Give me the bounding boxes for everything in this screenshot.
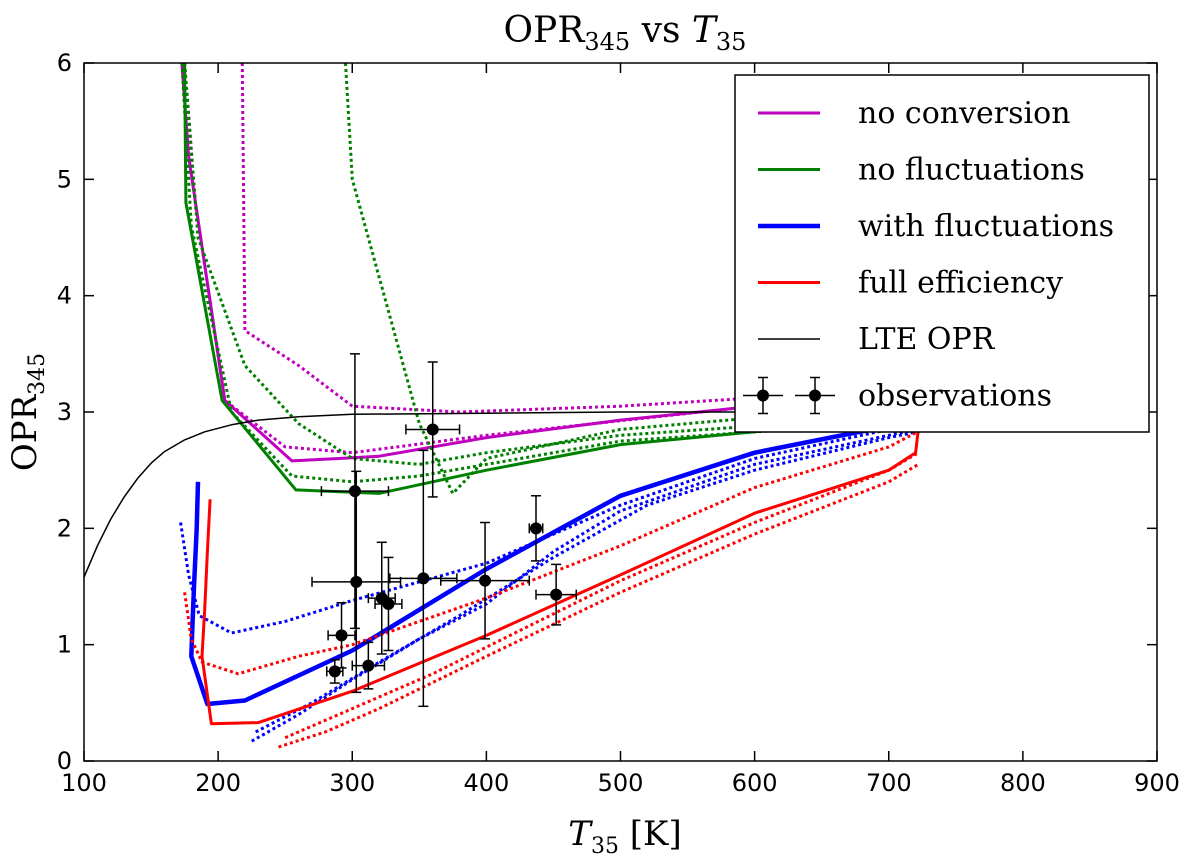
x-tick-label: 900 (1134, 769, 1180, 797)
series-line-6 (180, 63, 876, 484)
y-tick-label: 6 (57, 49, 72, 77)
y-tick-label: 3 (57, 398, 72, 426)
x-tick-label: 300 (329, 769, 375, 797)
y-tick-label: 2 (57, 514, 72, 542)
series-line-15 (84, 411, 809, 578)
y-tick-label: 4 (57, 282, 72, 310)
x-tick-label: 100 (61, 769, 107, 797)
x-tick-label: 700 (866, 769, 912, 797)
legend: no conversion no fluctuations with fluctua… (734, 74, 1150, 433)
observation-point (440, 521, 531, 640)
title-var-sub: 35 (716, 28, 747, 56)
y-tick-label: 5 (57, 165, 72, 193)
legend-item: with fluctuations (758, 209, 1114, 244)
series-line-2 (183, 63, 809, 455)
observation-marker (350, 575, 363, 588)
legend-label: no fluctuations (858, 153, 1085, 188)
series-line-3 (183, 63, 876, 495)
x-tick-label: 600 (732, 769, 778, 797)
observation-point (351, 641, 386, 690)
tick-layer: 100 200 300 400 500 600 700 800 900 0 1 2 3 4 5 6 (57, 49, 1180, 797)
observation-marker (417, 572, 430, 585)
series-line-5 (183, 63, 876, 466)
legend-item: no fluctuations (758, 153, 1085, 188)
legend-label: observations (858, 379, 1052, 414)
legend-items: no conversion no fluctuations with fluctua… (743, 96, 1114, 415)
title-var: T (692, 10, 719, 51)
observation-point (405, 361, 461, 498)
legend-item: observations (743, 376, 1052, 415)
observation-marker (550, 588, 563, 601)
title-base: OPR (504, 10, 586, 51)
series-line-9 (250, 416, 970, 743)
observation-point (327, 602, 356, 669)
series-line-7 (189, 409, 970, 707)
legend-marker (809, 389, 821, 402)
observation-marker (348, 485, 361, 498)
observation-marker (382, 597, 395, 610)
legend-label: with fluctuations (858, 209, 1114, 244)
legend-box (734, 74, 1150, 433)
observation-point (535, 563, 577, 626)
x-tick-label: 200 (195, 769, 241, 797)
observation-point (374, 556, 403, 652)
x-tick-label: 400 (463, 769, 509, 797)
series-line-12 (183, 431, 917, 676)
series-line-1 (240, 63, 809, 414)
observation-marker (362, 659, 375, 672)
chart-title: OPR345 vs T35 (504, 10, 747, 56)
x-axis-label: T35 [K] (568, 814, 681, 858)
observation-marker (426, 423, 439, 436)
series-line-0 (180, 63, 809, 463)
series-line-11 (200, 429, 920, 726)
x-tick-label: 800 (1000, 769, 1046, 797)
legend-label: no conversion (858, 96, 1071, 131)
observations-layer (311, 353, 577, 708)
legend-marker (757, 389, 769, 402)
title-base-sub: 345 (584, 28, 630, 56)
y-axis-label: OPR345 (5, 353, 50, 471)
observation-marker (530, 522, 543, 535)
ylabel-base: OPR (5, 393, 45, 471)
series-line-4 (344, 63, 876, 495)
title-mid: vs (630, 10, 692, 51)
legend-label: full efficiency (858, 266, 1063, 301)
xlabel-var-sub: 35 (591, 834, 619, 858)
observation-point (311, 470, 402, 694)
ylabel-base-sub: 345 (25, 353, 50, 395)
observation-point (389, 449, 458, 708)
series-line-14 (284, 451, 920, 740)
legend-label: LTE OPR (858, 322, 996, 357)
series-line-8 (179, 412, 970, 635)
legend-item: no conversion (758, 96, 1071, 131)
xlabel-var: T (568, 814, 593, 854)
x-tick-label: 500 (598, 769, 644, 797)
observation-marker (479, 574, 492, 587)
observation-marker (335, 629, 348, 642)
observation-point (528, 495, 544, 562)
y-tick-label: 1 (57, 631, 72, 659)
y-tick-label: 0 (57, 747, 72, 775)
xlabel-unit: [K] (619, 814, 682, 854)
legend-item: LTE OPR (758, 322, 996, 357)
observation-point (367, 541, 396, 655)
legend-item: full efficiency (758, 266, 1063, 301)
